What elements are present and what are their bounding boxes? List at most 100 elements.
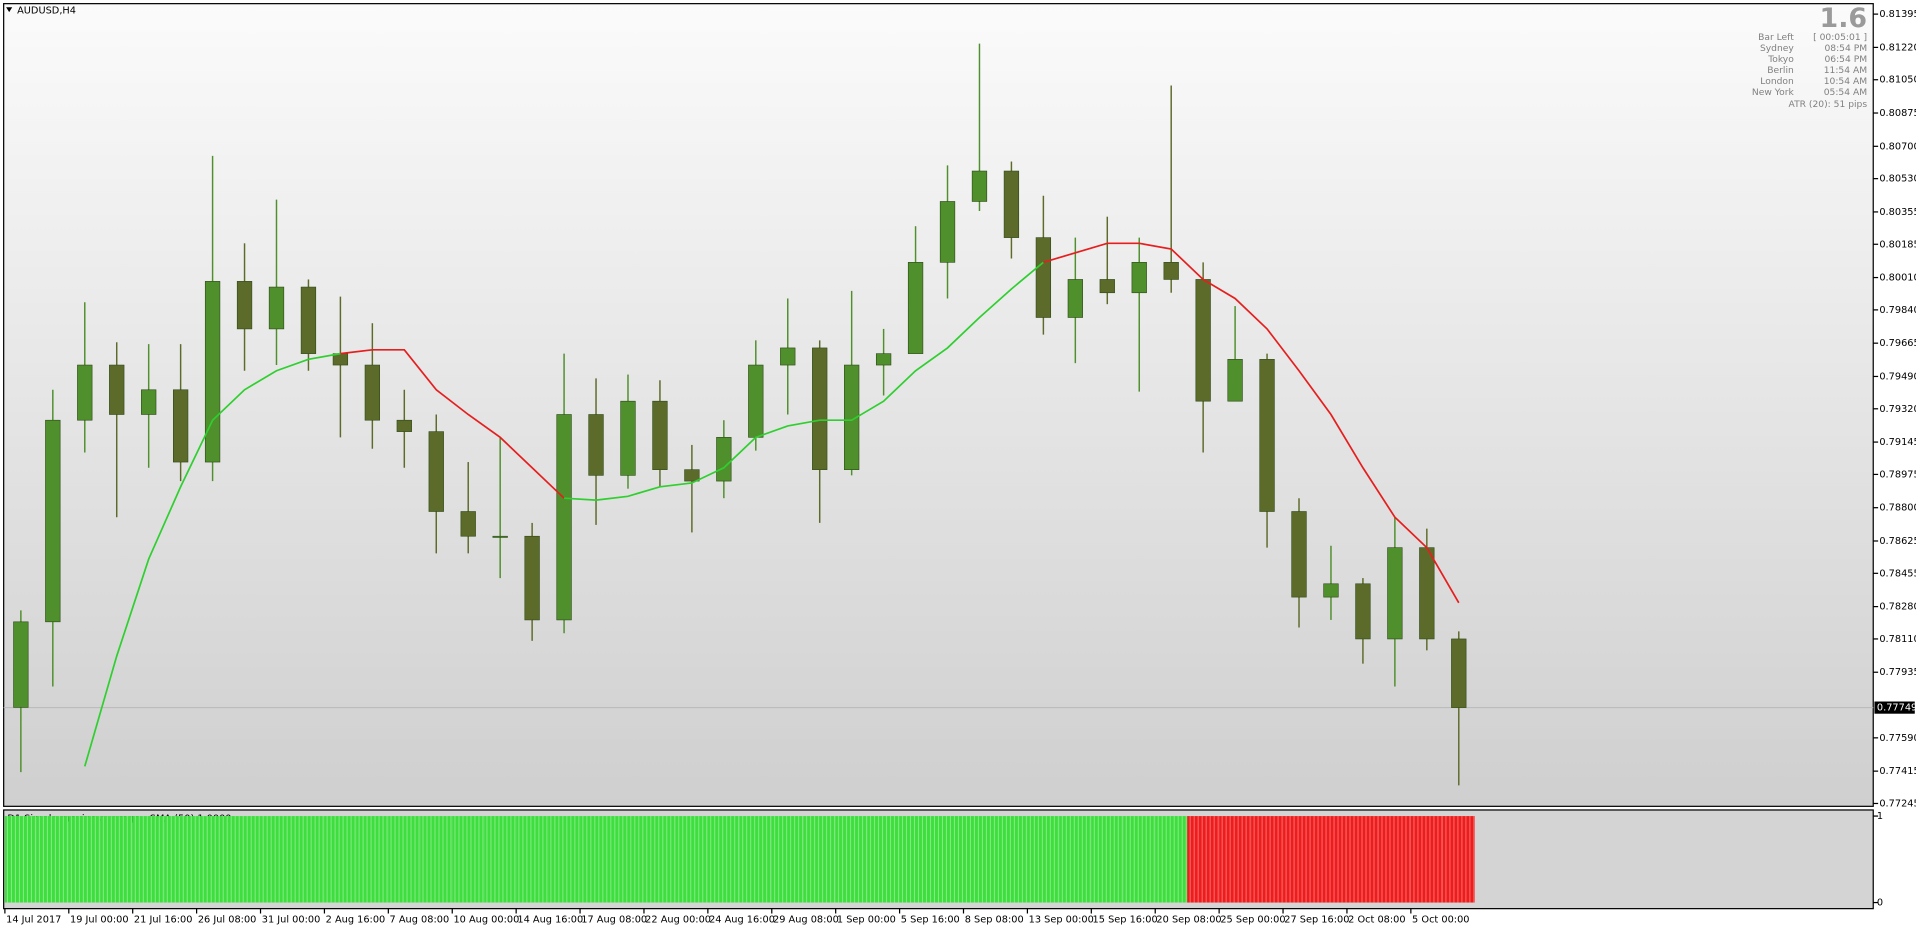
candle-body	[13, 621, 29, 708]
candle-body	[172, 389, 189, 463]
candle-body	[1195, 279, 1211, 402]
moving-average-joint	[1043, 252, 1076, 264]
y-tick-label: 0.79840	[1879, 305, 1916, 316]
candle-body	[45, 419, 61, 623]
info-label: Sydney	[1760, 44, 1794, 54]
info-value: [ 00:05:01 ]	[1813, 33, 1867, 43]
price-panel	[3, 3, 1874, 807]
y-tick-label: 0.80530	[1879, 174, 1916, 185]
info-label: New York	[1752, 88, 1795, 98]
y-tick-label: 0	[1877, 898, 1883, 909]
y-tick-label: 0.79320	[1879, 404, 1916, 415]
y-tick-label: 0.79145	[1879, 437, 1916, 448]
bar-stripes	[388, 816, 421, 903]
y-tick-label: 0.77245	[1879, 798, 1916, 809]
y-tick-label: 0.78800	[1879, 503, 1916, 514]
y-tick-label: 0.81050	[1879, 75, 1916, 86]
candle-body	[1131, 262, 1147, 294]
info-label: Bar Left	[1758, 33, 1794, 43]
info-value: 10:54 AM	[1824, 77, 1867, 87]
bar-stripes	[1346, 816, 1379, 903]
bar-stripes	[1123, 816, 1156, 903]
candle-body	[716, 437, 732, 482]
candle-body	[1099, 279, 1115, 294]
y-tick-label: 0.78280	[1879, 602, 1916, 613]
x-tick-label: 15 Sep 16:00	[1093, 915, 1158, 926]
x-tick-label: 1 Sep 00:00	[837, 915, 896, 926]
menu-arrow[interactable]	[6, 7, 13, 13]
y-tick-label: 0.80185	[1879, 239, 1916, 250]
info-label: London	[1760, 77, 1794, 87]
moving-average	[1075, 242, 1460, 604]
y-tick-label: 0.79490	[1879, 371, 1916, 382]
bar-stripes	[803, 816, 836, 903]
bar-stripes	[995, 816, 1028, 903]
bar-stripes	[1091, 816, 1124, 903]
candle-body	[396, 419, 412, 432]
y-tick-label: 0.78625	[1879, 536, 1916, 547]
y-tick-label: 0.78975	[1879, 469, 1916, 480]
bar-stripes	[580, 816, 613, 903]
x-tick-label: 17 Aug 08:00	[581, 915, 647, 926]
spread: 1.6	[1820, 3, 1868, 34]
x-tick-label: 27 Sep 16:00	[1284, 915, 1349, 926]
candle-body	[1227, 359, 1243, 402]
bar-stripes	[516, 816, 549, 903]
moving-average-joint	[564, 497, 597, 501]
bar-stripes	[739, 816, 772, 903]
info-label: Berlin	[1767, 66, 1794, 76]
candle-body	[364, 364, 380, 421]
candle-body	[1451, 638, 1467, 708]
bar-stripes	[1219, 816, 1252, 903]
bar-stripes	[260, 816, 293, 903]
bar-stripes	[100, 816, 133, 903]
x-tick-label: 14 Jul 2017	[6, 915, 61, 926]
candle-body	[939, 201, 956, 263]
x-tick-label: 19 Jul 00:00	[70, 915, 129, 926]
candle-body	[1163, 262, 1179, 280]
bar-stripes	[324, 816, 357, 903]
x-tick-label: 29 Aug 08:00	[773, 915, 839, 926]
candle-body	[1419, 547, 1435, 640]
candle-body	[236, 281, 253, 330]
bar-stripes	[899, 816, 932, 903]
candle-body	[428, 431, 444, 512]
bar-stripes	[452, 816, 485, 903]
bar-stripes	[68, 816, 101, 903]
bar-stripes	[675, 816, 708, 903]
bar-stripes	[1410, 816, 1443, 903]
bar-stripes	[835, 816, 868, 903]
x-tick-label: 14 Aug 16:00	[517, 915, 583, 926]
x-tick-label: 20 Sep 08:00	[1156, 915, 1221, 926]
candle-body	[1259, 359, 1275, 512]
candle-body	[620, 400, 636, 476]
x-tick-label: 24 Aug 16:00	[709, 915, 775, 926]
candle-body	[971, 170, 988, 202]
x-tick-label: 22 Aug 00:00	[645, 915, 711, 926]
x-tick-label: 21 Jul 16:00	[134, 915, 193, 926]
candle-body	[1323, 583, 1339, 598]
bar-stripes	[36, 816, 69, 903]
candle-body	[1291, 511, 1307, 598]
info-panel: 1.6 ATR (20): 51 pips Bar Left [ 00:05:01…	[1752, 3, 1867, 110]
bar-stripes	[1155, 816, 1188, 903]
y-tick-label: 0.78455	[1879, 568, 1916, 579]
bar-stripes	[931, 816, 964, 903]
moving-average	[83, 352, 341, 767]
bar-stripes	[196, 816, 229, 903]
info-label: Tokyo	[1767, 55, 1794, 65]
x-tick-label: 7 Aug 08:00	[390, 915, 450, 926]
x-tick-label: 8 Sep 08:00	[965, 915, 1024, 926]
candle-body	[492, 535, 508, 538]
info-value: 11:54 AM	[1824, 66, 1867, 76]
candle-body	[748, 364, 764, 438]
moving-average	[372, 348, 565, 499]
bar-stripes	[1378, 816, 1411, 903]
y-tick-label: 0.78110	[1879, 634, 1916, 645]
x-tick-label: 2 Aug 16:00	[326, 915, 386, 926]
bar-stripes	[643, 816, 676, 903]
candle-body	[524, 535, 540, 621]
y-tick-label: 0.77935	[1879, 667, 1916, 678]
candle-body	[141, 389, 157, 415]
candle-body	[1035, 237, 1052, 318]
